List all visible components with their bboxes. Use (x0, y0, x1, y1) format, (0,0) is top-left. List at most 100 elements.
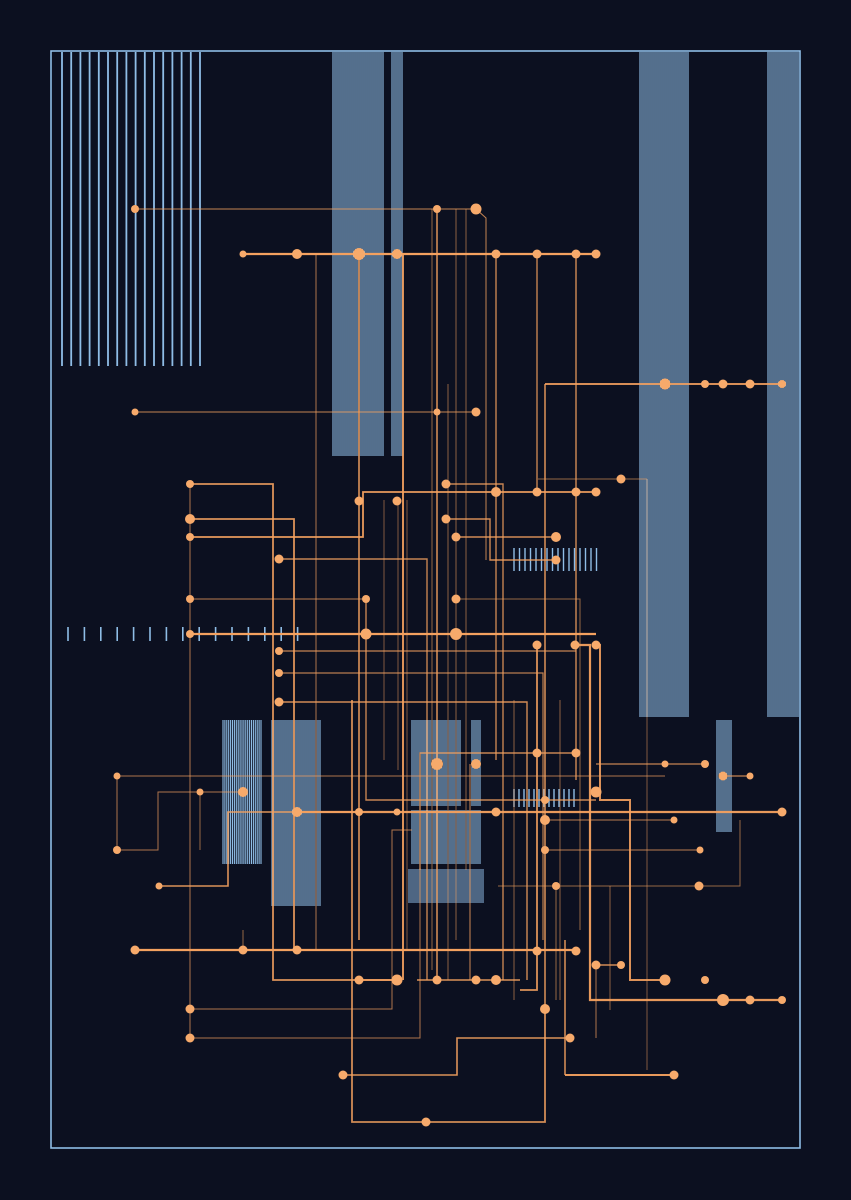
node-dot (532, 748, 542, 758)
wire-path (279, 558, 428, 980)
wire-path (279, 701, 528, 980)
node-dot (670, 816, 678, 824)
node-dot (491, 249, 501, 259)
node-dot (591, 960, 601, 970)
wire-path (446, 518, 556, 561)
node-dot (292, 249, 302, 259)
node-dot (617, 961, 625, 969)
node-dot (238, 945, 248, 955)
node-dot (196, 788, 204, 796)
node-dot (441, 514, 451, 524)
node-dot (616, 474, 626, 484)
node-dot (471, 407, 481, 417)
node-dot (392, 496, 402, 506)
node-dot (451, 532, 461, 542)
node-dot (130, 945, 140, 955)
wire-layer (116, 208, 786, 1123)
node-dot (239, 250, 247, 258)
node-dot (393, 808, 401, 816)
node-dot (777, 807, 787, 817)
node-dot (451, 594, 461, 604)
node-dot (541, 846, 549, 854)
node-dot (591, 487, 601, 497)
node-dot (450, 628, 462, 640)
wire-path (520, 645, 538, 991)
node-dot (471, 759, 481, 769)
node-dot (432, 975, 442, 985)
node-dot (591, 640, 601, 650)
node-dot (360, 628, 372, 640)
node-dot (571, 946, 581, 956)
wire-path (446, 483, 504, 980)
node-dot (131, 408, 139, 416)
wire-path (297, 253, 317, 950)
node-dot (471, 975, 481, 985)
node-dot (441, 479, 451, 489)
node-dot (552, 882, 560, 890)
node-dot (421, 1117, 431, 1127)
node-dot (275, 669, 283, 677)
node-dot (238, 787, 248, 797)
node-dot (571, 748, 581, 758)
node-dot (275, 647, 283, 655)
node-dot (186, 533, 194, 541)
node-dot (355, 808, 363, 816)
wire-path (498, 820, 741, 887)
node-dot (292, 945, 302, 955)
node-dot (391, 974, 403, 986)
node-dot (551, 532, 561, 542)
node-dot (186, 630, 194, 638)
wire-path (365, 599, 596, 801)
node-dot (113, 772, 121, 780)
node-dot (532, 640, 542, 650)
node-dot (392, 249, 402, 259)
node-dot (362, 595, 370, 603)
wire-path (190, 491, 596, 538)
node-dot (491, 975, 501, 985)
node-dot (718, 379, 728, 389)
wire-path (190, 483, 400, 981)
node-dot (186, 480, 194, 488)
node-dot (433, 205, 441, 213)
outer-frame (50, 50, 801, 1149)
stripe-block-horizontal (408, 869, 484, 903)
node-dot (532, 487, 542, 497)
node-dot (491, 487, 501, 497)
wire-path (343, 1037, 570, 1076)
node-dot (745, 995, 755, 1005)
node-dot (661, 760, 669, 768)
node-dot (701, 380, 709, 388)
node-dot (431, 758, 443, 770)
node-dot (591, 249, 601, 259)
node-dot (532, 249, 542, 259)
node-dot (113, 846, 121, 854)
node-dot (185, 1004, 195, 1014)
node-dot (717, 994, 729, 1006)
node-dot (701, 760, 709, 768)
node-dot (701, 976, 709, 984)
node-dot (551, 555, 561, 565)
wire-path (575, 643, 780, 1002)
node-dot (718, 771, 728, 781)
node-layer (113, 203, 787, 1127)
node-dot (746, 772, 754, 780)
node-dot (540, 815, 550, 825)
node-dot (433, 408, 441, 416)
wire-path (419, 752, 576, 870)
node-dot (185, 514, 195, 524)
node-dot (274, 697, 284, 707)
node-dot (570, 640, 580, 650)
node-dot (669, 1070, 679, 1080)
wire-path (190, 518, 295, 950)
node-dot (131, 205, 139, 213)
node-dot (354, 496, 364, 506)
node-dot (185, 1033, 195, 1043)
wire-path (190, 868, 421, 1039)
node-dot (274, 554, 284, 564)
node-dot (541, 796, 549, 804)
node-dot (696, 846, 704, 854)
node-dot (155, 882, 163, 890)
node-dot (590, 786, 602, 798)
node-dot (338, 1070, 348, 1080)
